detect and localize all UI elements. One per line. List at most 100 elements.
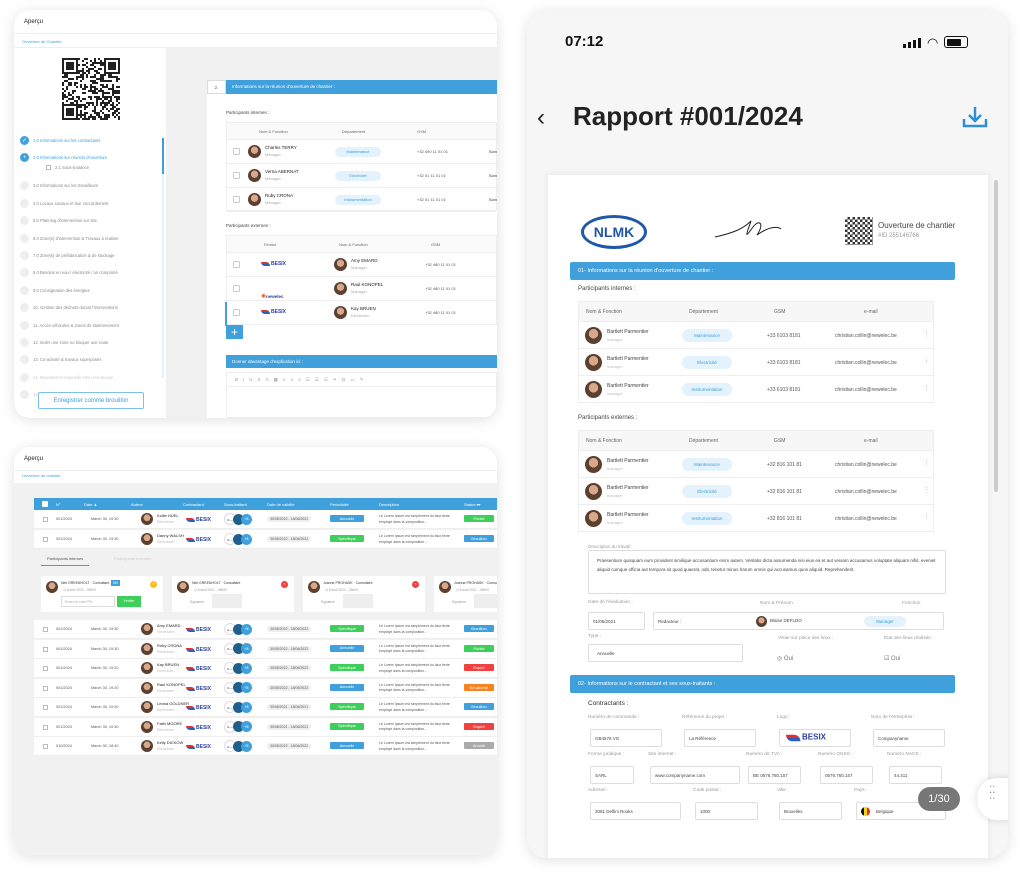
step-item[interactable]: 10. Gestion des déchets durant l'interve… — [20, 303, 118, 313]
table-row[interactable]: Bartlett Parmentier manager Électricité +33… — [579, 349, 933, 376]
table-row[interactable]: 010/2024 March 30, 18:40 Kelly DICKOW Elect… — [34, 737, 497, 756]
subcontractor-avatars[interactable]: o— +8 — [224, 681, 252, 694]
subcontractor-avatars[interactable]: o— +8 — [224, 740, 252, 752]
step-item[interactable]: 9.0 Consignation des énergies — [20, 285, 90, 295]
step-checkbox[interactable] — [46, 165, 51, 171]
step-item[interactable]: 8.0 Besoins en eau / électricité / air c… — [20, 268, 118, 278]
toolbar-button[interactable]: ≡ — [282, 377, 286, 382]
table-row[interactable]: 001/2024 March 30, 10:30 Faith MOORE Electr… — [34, 717, 497, 737]
contractor-field[interactable]: BESIX — [779, 729, 851, 747]
column-header[interactable]: Date de validité — [267, 501, 295, 507]
remove-icon[interactable]: × — [412, 581, 419, 588]
status-badge[interactable]: Publié — [464, 644, 494, 652]
table-row[interactable]: Bartlett Parmentier manager Maintenance +33… — [579, 322, 933, 349]
toolbar-button[interactable]: ≡ — [298, 377, 301, 382]
contractor-field[interactable]: Bruxelles — [779, 802, 842, 820]
step-item[interactable]: 4.0 Locaux sociaux et leur raccordement — [20, 198, 108, 208]
row-checkbox[interactable] — [43, 705, 48, 710]
row-checkbox[interactable] — [43, 744, 48, 749]
column-header[interactable]: Auteur — [131, 501, 143, 507]
contractor-field[interactable]: 1000 — [695, 802, 758, 820]
table-row[interactable]: Ruby CRONA Manager Instrumentation +32 01 1… — [227, 188, 497, 212]
row-checkbox[interactable] — [233, 261, 240, 268]
contractor-field[interactable]: SARL — [590, 766, 634, 784]
table-row[interactable]: 001/2024 March 30, 19:30 Kollie HUEL Electr… — [34, 510, 497, 529]
subcontractor-avatars[interactable]: o— +8 — [224, 662, 252, 674]
download-icon[interactable] — [961, 105, 989, 129]
row-checkbox[interactable] — [43, 627, 48, 632]
more-options-icon[interactable]: ⋮ — [923, 487, 930, 494]
visit-checkbox[interactable]: ◎ Oui — [777, 656, 794, 662]
table-row[interactable]: Verna ABERNAT Manager Electricité +32 01 11… — [227, 164, 497, 188]
status-badge[interactable]: Brouillon — [464, 625, 494, 632]
add-participant-button[interactable]: + — [226, 325, 243, 339]
table-row[interactable]: 001/2024 March 30, 19:20 Kay BRUEN Electric… — [34, 659, 497, 678]
step-item[interactable]: 5.0 Planning d'intervention sur site — [20, 216, 97, 226]
remove-icon[interactable]: × — [281, 581, 288, 588]
table-row[interactable]: Charles TERRY Manager Maintenance +32 490 1… — [227, 140, 497, 164]
contractor-field[interactable]: 3081 Delfini Rooks — [590, 802, 681, 820]
toolbar-button[interactable]: ☰ — [305, 376, 310, 382]
more-options-icon[interactable]: ⋮ — [923, 331, 930, 338]
table-row[interactable]: 001/2024 March 30, 19:20 Raul KONOPEL Elect… — [34, 678, 497, 698]
step-item[interactable]: 14. Manutention manuelle et/ou mécanique — [20, 372, 113, 382]
select-all-checkbox[interactable] — [42, 501, 48, 507]
status-badge[interactable]: Annulé — [464, 742, 494, 749]
toolbar-button[interactable]: S — [257, 377, 261, 382]
status-badge[interactable]: En attente — [464, 683, 494, 691]
column-header[interactable]: Description — [379, 501, 400, 507]
toolbar-button[interactable]: ⚭ — [332, 376, 337, 382]
toolbar-button[interactable]: ▭ — [350, 376, 355, 382]
toolbar-button[interactable]: A — [265, 377, 269, 382]
signature-box[interactable] — [212, 594, 242, 608]
step-item[interactable]: 11. Accès véhicules & zones de stationne… — [20, 320, 119, 330]
pin-input[interactable]: Entrez le code PIN — [61, 596, 115, 607]
toolbar-button[interactable]: B — [235, 377, 239, 382]
more-options-icon[interactable]: ⋮ — [923, 460, 930, 467]
toolbar-button[interactable]: ☰ — [314, 376, 319, 382]
toolbar-button[interactable]: ✎ — [359, 376, 364, 382]
row-checkbox[interactable] — [233, 309, 240, 316]
status-badge[interactable]: Publié — [464, 515, 494, 522]
table-row[interactable]: Bartlett Parmentier manager Électricité +32… — [579, 478, 933, 505]
contractor-field[interactable]: BE 0576.760.157 — [748, 766, 801, 784]
table-row[interactable]: BESIX Amy EMARD Manager +32 480 11 01 01 — [227, 253, 496, 277]
step-item[interactable]: 2.1 Sous-traitance — [46, 165, 89, 171]
row-checkbox[interactable] — [233, 196, 240, 203]
status-badge[interactable]: Expiré — [464, 722, 494, 730]
contractor-field[interactable]: 0576.760.157 — [820, 766, 873, 784]
save-draft-button[interactable]: Enregistrer comme brouillon — [38, 392, 144, 409]
breadcrumb[interactable]: Ouverture de Chantier — [22, 39, 62, 44]
breadcrumb[interactable]: Ouverture de chantier — [22, 473, 61, 478]
table-row[interactable]: 001/2024 March 30, 19:30 Amy EMARD Electric… — [34, 620, 497, 639]
subcontractor-avatars[interactable]: o— +8 — [224, 701, 252, 713]
step-item[interactable]: 12. Isoler une zone ou bloquer une route — [20, 338, 108, 347]
row-checkbox[interactable] — [43, 666, 48, 671]
table-row[interactable]: Bartlett Parmentier manager Instrumentatio… — [579, 376, 933, 403]
step-item[interactable]: 7.0 Zone(s) de préfabrication & de stock… — [20, 251, 114, 260]
toolbar-button[interactable]: ☰ — [323, 376, 328, 382]
row-checkbox[interactable] — [233, 172, 240, 179]
step-item[interactable]: ✓ 1.0 Informations sur les contractants — [20, 136, 101, 145]
table-row[interactable]: 001/2024 March 30, 19:30 Danny WALSH Electr… — [34, 530, 497, 549]
type-field[interactable]: Annuelle — [588, 644, 743, 662]
row-checkbox[interactable] — [43, 646, 48, 652]
column-header[interactable]: Sous-traitant — [224, 501, 247, 507]
more-options-icon[interactable]: ⋮ — [923, 514, 930, 521]
column-header[interactable]: Périodicité — [330, 501, 349, 507]
row-checkbox[interactable] — [43, 724, 48, 730]
rich-text-editor[interactable]: B I U S A ▦ ≡ ≡ ≡ ☰ ☰ ☰ ⚭ ⊡ ▭ ✎ — [226, 372, 497, 418]
step-item[interactable]: 6.0 Zone(s) d'intervention & Travaux à r… — [20, 233, 119, 243]
contractor-field[interactable]: La Référence — [684, 729, 756, 747]
contractor-field[interactable]: 44.411 — [889, 766, 942, 784]
column-header[interactable]: Contractant — [183, 501, 204, 507]
status-badge[interactable]: Brouillon — [464, 703, 494, 710]
subcontractor-avatars[interactable]: o— +8 — [224, 642, 252, 655]
contractor-field[interactable]: Companyname — [873, 729, 945, 747]
grid-menu-button[interactable]: ⁚⁚ ⁚⁚ — [977, 778, 1008, 820]
table-row[interactable]: 001/2024 March 30, 19:30 Ruby CRONA Electri… — [34, 639, 497, 659]
steps-scrollbar[interactable] — [162, 138, 164, 378]
step-item[interactable]: 3.0 Informations sur les travailleurs — [20, 181, 98, 191]
document-scrollbar[interactable] — [994, 180, 998, 492]
status-badge[interactable]: Brouillon — [464, 535, 494, 542]
